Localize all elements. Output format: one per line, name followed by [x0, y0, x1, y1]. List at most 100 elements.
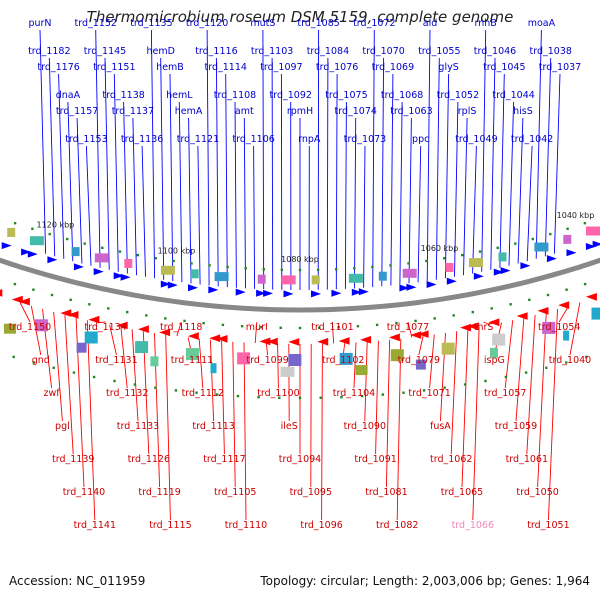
gene-label-trd-1110[interactable]: trd_1110	[225, 520, 267, 531]
gene-label-trd-1065[interactable]: trd_1065	[441, 487, 483, 498]
gene-label-trd-1131[interactable]: trd_1131	[95, 355, 137, 366]
gene-label-trd-1066[interactable]: trd_1066	[452, 520, 494, 531]
gene-label-trd-1106[interactable]: trd_1106	[232, 134, 274, 145]
gene-label-thrs[interactable]: thrS	[474, 322, 494, 333]
gene-label-rpmh[interactable]: rpmH	[287, 106, 313, 117]
gene-label-trd-1132[interactable]: trd_1132	[106, 388, 148, 399]
gene-label-trd-1074[interactable]: trd_1074	[334, 106, 376, 117]
gene-label-trd-1140[interactable]: trd_1140	[63, 487, 105, 498]
gene-label-trd-1135[interactable]: trd_1135	[130, 18, 172, 29]
gene-label-rpls[interactable]: rplS	[458, 106, 477, 117]
gene-label-fusa[interactable]: fusA	[430, 421, 451, 432]
gene-label-muri[interactable]: murI	[246, 322, 268, 333]
gene-label-trd-1157[interactable]: trd_1157	[56, 106, 98, 117]
gene-label-trd-1040[interactable]: trd_1040	[549, 355, 591, 366]
gene-label-trd-1071[interactable]: trd_1071	[408, 388, 450, 399]
gene-label-trd-1102[interactable]: trd_1102	[322, 355, 364, 366]
gene-label-trd-1061[interactable]: trd_1061	[506, 454, 548, 465]
gene-label-muts[interactable]: mutS	[250, 18, 275, 29]
gene-label-trd-1145[interactable]: trd_1145	[84, 46, 126, 57]
gene-label-trd-1111[interactable]: trd_1111	[171, 355, 213, 366]
gene-label-trd-1069[interactable]: trd_1069	[372, 62, 414, 73]
gene-label-trd-1046[interactable]: trd_1046	[474, 46, 516, 57]
gene-label-iles[interactable]: ileS	[281, 421, 298, 432]
gene-label-purn[interactable]: purN	[28, 18, 51, 29]
gene-label-trd-1133[interactable]: trd_1133	[117, 421, 159, 432]
gene-label-trd-1042[interactable]: trd_1042	[511, 134, 553, 145]
gene-label-pgl[interactable]: pgl	[55, 421, 70, 432]
gene-label-trd-1097[interactable]: trd_1097	[260, 62, 302, 73]
gene-label-rnpa[interactable]: rnpA	[298, 134, 321, 145]
gene-label-trd-1079[interactable]: trd_1079	[398, 355, 440, 366]
gene-label-trd-1075[interactable]: trd_1075	[325, 90, 367, 101]
gene-label-trd-1182[interactable]: trd_1182	[28, 46, 70, 57]
gene-label-trd-1052[interactable]: trd_1052	[437, 90, 479, 101]
gene-label-trd-1073[interactable]: trd_1073	[344, 134, 386, 145]
gene-label-trd-1081[interactable]: trd_1081	[365, 487, 407, 498]
gene-label-trd-1063[interactable]: trd_1063	[390, 106, 432, 117]
gene-label-hiss[interactable]: hisS	[513, 106, 533, 117]
gene-label-trd-1138[interactable]: trd_1138	[102, 90, 144, 101]
gene-label-trd-1104[interactable]: trd_1104	[333, 388, 375, 399]
gene-label-trd-1137[interactable]: trd_1137	[112, 106, 154, 117]
gene-label-trd-1117[interactable]: trd_1117	[203, 454, 245, 465]
gene-label-ald[interactable]: ald	[423, 18, 438, 29]
gene-label-trd-1096[interactable]: trd_1096	[300, 520, 342, 531]
gene-label-trd-1136[interactable]: trd_1136	[121, 134, 163, 145]
gene-label-trd-1094[interactable]: trd_1094	[279, 454, 321, 465]
gene-label-trd-1044[interactable]: trd_1044	[492, 90, 534, 101]
gene-label-trd-1057[interactable]: trd_1057	[484, 388, 526, 399]
gene-label-trd-1139[interactable]: trd_1139	[52, 454, 94, 465]
gene-label-hemb[interactable]: hemB	[156, 62, 184, 73]
gene-label-trd-1113[interactable]: trd_1113	[192, 421, 234, 432]
gene-label-zwf[interactable]: zwf	[44, 388, 61, 399]
gene-label-trd-1101[interactable]: trd_1101	[311, 322, 353, 333]
gene-label-trd-1091[interactable]: trd_1091	[354, 454, 396, 465]
gene-label-trd-1070[interactable]: trd_1070	[362, 46, 404, 57]
gene-label-trd-1112[interactable]: trd_1112	[182, 388, 224, 399]
gene-label-trd-1077[interactable]: trd_1077	[387, 322, 429, 333]
gene-label-trd-1099[interactable]: trd_1099	[246, 355, 288, 366]
gene-label-moaa[interactable]: moaA	[528, 18, 556, 29]
gene-label-trd-1176[interactable]: trd_1176	[37, 62, 79, 73]
gene-label-trd-1085[interactable]: trd_1085	[297, 18, 339, 29]
gene-label-trd-1051[interactable]: trd_1051	[527, 520, 569, 531]
gene-label-heml[interactable]: hemL	[166, 90, 193, 101]
gene-label-trd-1100[interactable]: trd_1100	[257, 388, 299, 399]
gene-label-trd-1095[interactable]: trd_1095	[290, 487, 332, 498]
gene-label-rnhb[interactable]: rnhB	[475, 18, 497, 29]
gene-label-trd-1092[interactable]: trd_1092	[269, 90, 311, 101]
gene-label-trd-1105[interactable]: trd_1105	[214, 487, 256, 498]
gene-label-trd-1038[interactable]: trd_1038	[529, 46, 571, 57]
gene-label-trd-1141[interactable]: trd_1141	[74, 520, 116, 531]
gene-label-trd-1084[interactable]: trd_1084	[307, 46, 349, 57]
gene-label-trd-1119[interactable]: trd_1119	[138, 487, 180, 498]
gene-label-trd-1153[interactable]: trd_1153	[65, 134, 107, 145]
gene-label-trd-1126[interactable]: trd_1126	[128, 454, 170, 465]
gene-label-dnaa[interactable]: dnaA	[56, 90, 81, 101]
gene-label-trd-1090[interactable]: trd_1090	[344, 421, 386, 432]
gene-label-trd-1150[interactable]: trd_1150	[9, 322, 51, 333]
gene-label-trd-1116[interactable]: trd_1116	[195, 46, 237, 57]
gene-label-trd-1114[interactable]: trd_1114	[204, 62, 246, 73]
gene-label-trd-1134[interactable]: trd_1134	[84, 322, 126, 333]
gene-label-trd-1120[interactable]: trd_1120	[186, 18, 228, 29]
gene-label-trd-1115[interactable]: trd_1115	[149, 520, 191, 531]
gene-label-ppc[interactable]: ppc	[412, 134, 429, 145]
gene-label-trd-1072[interactable]: trd_1072	[353, 18, 395, 29]
gene-label-ispg[interactable]: ispG	[484, 355, 505, 366]
gene-label-trd-1151[interactable]: trd_1151	[93, 62, 135, 73]
gene-label-trd-1055[interactable]: trd_1055	[418, 46, 460, 57]
gene-label-trd-1152[interactable]: trd_1152	[74, 18, 116, 29]
gene-label-hema[interactable]: hemA	[175, 106, 203, 117]
gene-label-trd-1037[interactable]: trd_1037	[539, 62, 581, 73]
gene-label-trd-1054[interactable]: trd_1054	[538, 322, 580, 333]
gene-label-hemd[interactable]: hemD	[146, 46, 174, 57]
gene-label-trd-1121[interactable]: trd_1121	[177, 134, 219, 145]
gene-label-trd-1103[interactable]: trd_1103	[251, 46, 293, 57]
gene-label-trd-1050[interactable]: trd_1050	[516, 487, 558, 498]
gene-label-trd-1118[interactable]: trd_1118	[160, 322, 202, 333]
gene-label-trd-1045[interactable]: trd_1045	[483, 62, 525, 73]
gene-label-trd-1076[interactable]: trd_1076	[316, 62, 358, 73]
gene-label-glys[interactable]: glyS	[438, 62, 458, 73]
